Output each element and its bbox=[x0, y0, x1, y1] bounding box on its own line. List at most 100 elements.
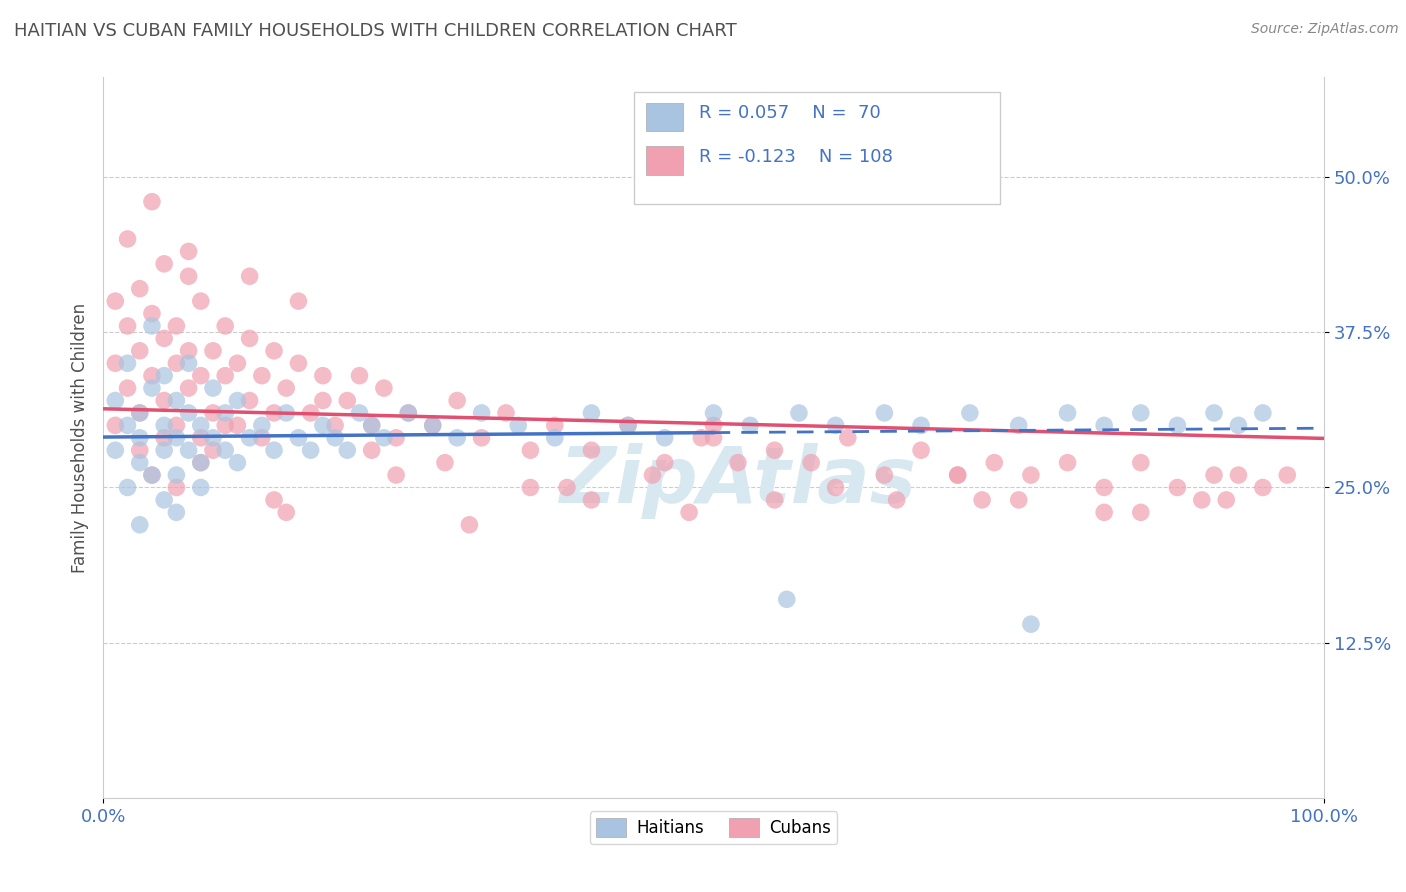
Point bbox=[201, 443, 224, 458]
Point bbox=[177, 269, 200, 284]
Point bbox=[177, 406, 200, 420]
Point bbox=[422, 418, 444, 433]
Point bbox=[117, 481, 139, 495]
Text: R = 0.057    N =  70: R = 0.057 N = 70 bbox=[699, 104, 880, 122]
Point bbox=[1056, 456, 1078, 470]
Y-axis label: Family Households with Children: Family Households with Children bbox=[72, 302, 89, 573]
Point bbox=[385, 431, 408, 445]
Point bbox=[1227, 468, 1250, 483]
Point bbox=[276, 406, 298, 420]
Point bbox=[360, 443, 382, 458]
Point bbox=[214, 318, 236, 333]
Point bbox=[250, 418, 273, 433]
Point bbox=[422, 418, 444, 433]
Point bbox=[128, 443, 150, 458]
Point bbox=[1251, 406, 1274, 420]
Point bbox=[581, 406, 603, 420]
Point bbox=[702, 418, 724, 433]
Point bbox=[190, 456, 212, 470]
Text: Source: ZipAtlas.com: Source: ZipAtlas.com bbox=[1251, 22, 1399, 37]
Point bbox=[141, 468, 163, 483]
Point bbox=[165, 356, 187, 370]
Point bbox=[190, 294, 212, 309]
Point bbox=[1092, 481, 1115, 495]
Point bbox=[128, 343, 150, 358]
Point bbox=[763, 492, 786, 507]
Point bbox=[226, 393, 249, 408]
Point bbox=[1092, 418, 1115, 433]
Point bbox=[190, 368, 212, 383]
Point bbox=[117, 381, 139, 395]
Point bbox=[519, 443, 541, 458]
Point bbox=[165, 393, 187, 408]
Point bbox=[201, 381, 224, 395]
Point bbox=[128, 282, 150, 296]
Point bbox=[800, 456, 823, 470]
Point bbox=[946, 468, 969, 483]
Point bbox=[910, 443, 932, 458]
Point bbox=[349, 368, 371, 383]
Point bbox=[263, 492, 285, 507]
Point bbox=[153, 331, 176, 345]
Point bbox=[1019, 617, 1042, 632]
Point bbox=[104, 294, 127, 309]
Point bbox=[740, 418, 762, 433]
Point bbox=[873, 468, 896, 483]
Point bbox=[1166, 481, 1188, 495]
Point bbox=[446, 393, 468, 408]
Point bbox=[323, 418, 346, 433]
Point bbox=[983, 456, 1005, 470]
Point bbox=[153, 492, 176, 507]
Point bbox=[396, 406, 419, 420]
Text: ZipAtlas: ZipAtlas bbox=[560, 443, 917, 519]
Point bbox=[385, 468, 408, 483]
Point bbox=[312, 368, 335, 383]
Point bbox=[336, 393, 359, 408]
Point bbox=[946, 468, 969, 483]
Point bbox=[177, 381, 200, 395]
Point bbox=[349, 406, 371, 420]
Point bbox=[201, 406, 224, 420]
Point bbox=[727, 456, 749, 470]
Point bbox=[117, 356, 139, 370]
Point bbox=[239, 393, 262, 408]
Point bbox=[141, 368, 163, 383]
Point bbox=[873, 406, 896, 420]
Point bbox=[250, 368, 273, 383]
Point bbox=[1019, 468, 1042, 483]
Point bbox=[654, 431, 676, 445]
Point bbox=[1215, 492, 1237, 507]
Point bbox=[153, 443, 176, 458]
Point bbox=[312, 418, 335, 433]
Point bbox=[128, 456, 150, 470]
Point bbox=[519, 481, 541, 495]
Point bbox=[239, 331, 262, 345]
Point bbox=[177, 244, 200, 259]
Point bbox=[654, 456, 676, 470]
Point bbox=[104, 443, 127, 458]
Point bbox=[1092, 505, 1115, 519]
Point bbox=[471, 431, 494, 445]
Point bbox=[141, 318, 163, 333]
Point bbox=[153, 393, 176, 408]
Point bbox=[702, 406, 724, 420]
Point bbox=[214, 418, 236, 433]
Point bbox=[1191, 492, 1213, 507]
Point bbox=[702, 431, 724, 445]
Point bbox=[555, 481, 578, 495]
Point bbox=[396, 406, 419, 420]
Point bbox=[287, 356, 309, 370]
Point bbox=[299, 406, 322, 420]
Point bbox=[581, 492, 603, 507]
Point bbox=[165, 431, 187, 445]
Point bbox=[1056, 406, 1078, 420]
Point bbox=[495, 406, 517, 420]
Point bbox=[190, 431, 212, 445]
Point bbox=[165, 481, 187, 495]
Point bbox=[153, 418, 176, 433]
Point bbox=[1129, 505, 1152, 519]
Point bbox=[471, 406, 494, 420]
Legend: Haitians, Cubans: Haitians, Cubans bbox=[589, 812, 838, 844]
Point bbox=[141, 468, 163, 483]
Point bbox=[910, 418, 932, 433]
